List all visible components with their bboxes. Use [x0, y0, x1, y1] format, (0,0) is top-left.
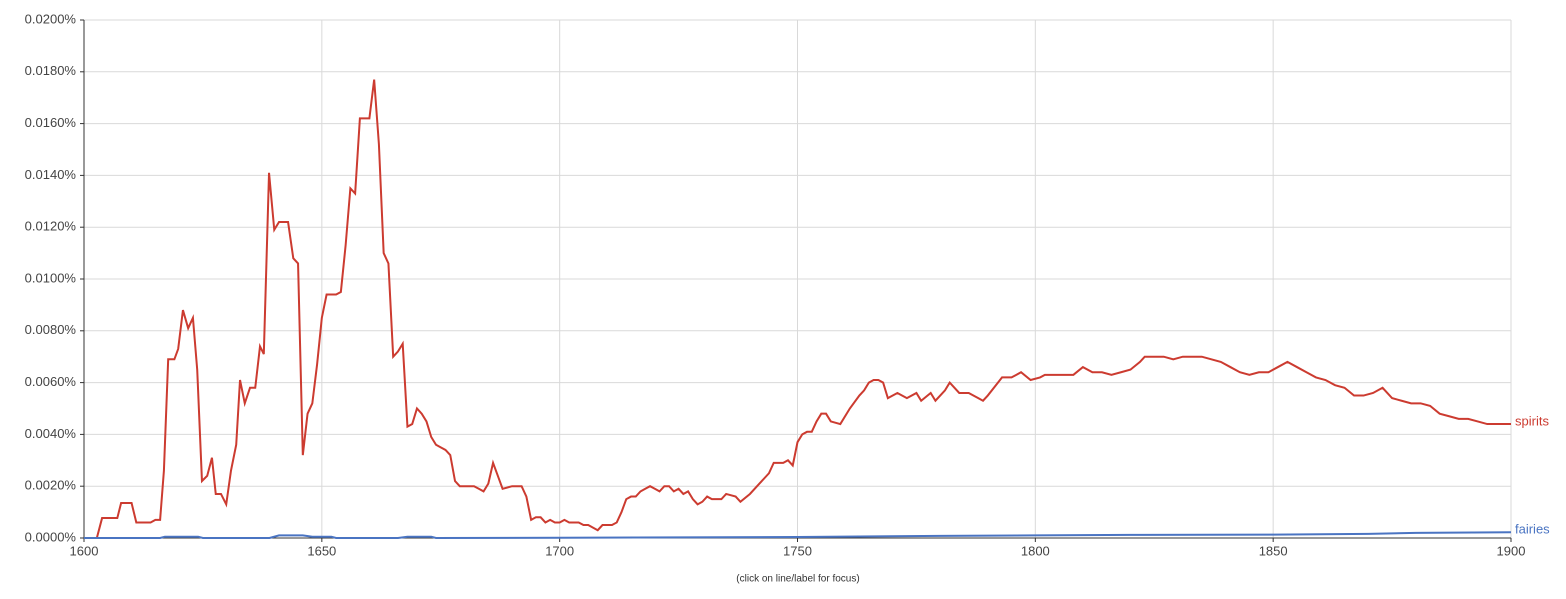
y-tick-label: 0.0160%	[25, 115, 77, 130]
y-tick-label: 0.0000%	[25, 529, 77, 544]
x-tick-label: 1850	[1259, 543, 1288, 558]
chart-note: (click on line/label for focus)	[736, 574, 859, 585]
y-tick-label: 0.0180%	[25, 63, 77, 78]
series-label[interactable]: fairies	[1515, 522, 1550, 537]
series-label[interactable]: spirits	[1515, 413, 1549, 428]
x-tick-label: 1900	[1497, 543, 1526, 558]
x-tick-label: 1700	[545, 543, 574, 558]
x-tick-label: 1650	[307, 543, 336, 558]
x-tick-label: 1800	[1021, 543, 1050, 558]
x-tick-label: 1600	[70, 543, 99, 558]
y-tick-label: 0.0080%	[25, 322, 77, 337]
y-tick-label: 0.0100%	[25, 270, 77, 285]
y-tick-label: 0.0120%	[25, 219, 77, 234]
y-tick-label: 0.0060%	[25, 374, 77, 389]
series-line[interactable]	[84, 79, 1511, 539]
y-tick-label: 0.0020%	[25, 478, 77, 493]
y-tick-label: 0.0140%	[25, 167, 77, 182]
y-tick-label: 0.0200%	[25, 11, 77, 26]
y-tick-label: 0.0040%	[25, 426, 77, 441]
x-tick-label: 1750	[783, 543, 812, 558]
series-line[interactable]	[84, 531, 1512, 540]
